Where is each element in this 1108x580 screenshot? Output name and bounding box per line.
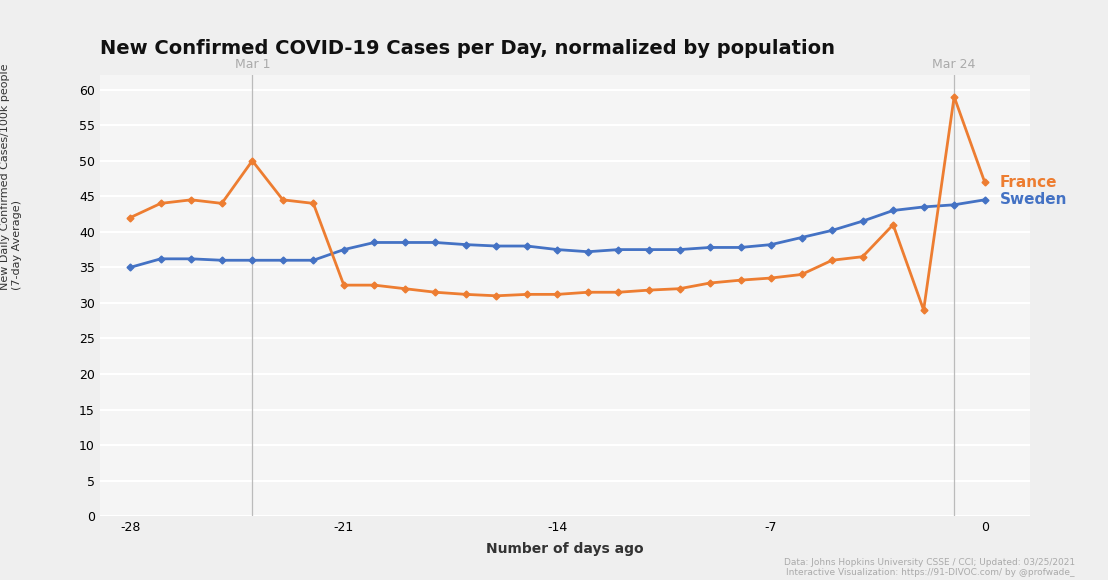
Text: New Daily Confirmed Cases/100k people
(7-day Average): New Daily Confirmed Cases/100k people (7… bbox=[0, 63, 22, 290]
Text: New Confirmed COVID-19 Cases per Day, normalized by population: New Confirmed COVID-19 Cases per Day, no… bbox=[100, 39, 834, 58]
Text: Sweden: Sweden bbox=[999, 193, 1067, 207]
Text: France: France bbox=[999, 175, 1057, 190]
Text: Mar 1: Mar 1 bbox=[235, 58, 270, 71]
X-axis label: Number of days ago: Number of days ago bbox=[486, 542, 644, 556]
Text: Mar 24: Mar 24 bbox=[933, 58, 976, 71]
Text: Data: Johns Hopkins University CSSE / CCI; Updated: 03/25/2021
Interactive Visua: Data: Johns Hopkins University CSSE / CC… bbox=[783, 558, 1075, 577]
